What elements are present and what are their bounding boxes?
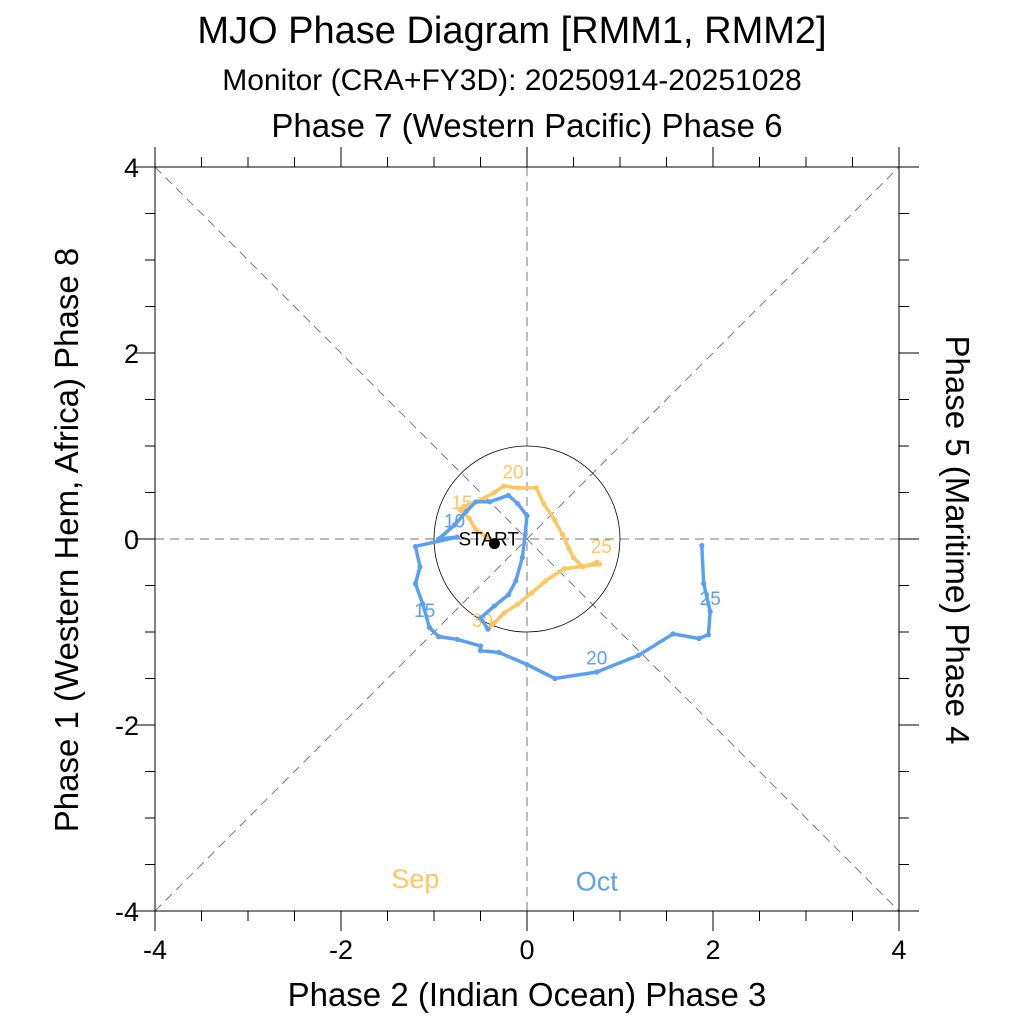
day-label: 15 — [414, 601, 435, 622]
day-point — [412, 581, 418, 587]
start-label: START — [458, 530, 519, 551]
day-point — [466, 515, 472, 522]
day-point — [436, 536, 442, 542]
day-point — [496, 649, 502, 656]
month-label-oct: Oct — [576, 867, 619, 897]
day-point — [541, 501, 547, 507]
day-point — [477, 648, 484, 654]
day-point — [491, 603, 498, 609]
series-line-oct — [413, 493, 712, 681]
day-point — [529, 590, 535, 596]
axis-ticks — [135, 147, 919, 931]
y-tick-label: 0 — [124, 525, 139, 555]
day-point — [477, 615, 484, 621]
day-point — [477, 643, 484, 649]
day-point — [636, 652, 642, 658]
day-point — [473, 527, 479, 533]
day-point — [559, 531, 565, 537]
day-point — [570, 555, 577, 561]
day-point — [524, 661, 530, 668]
labels-layer: -4 -2 0 2 4 -4 -2 0 2 4 START Sep Oct — [115, 153, 907, 965]
x-tick-label: 0 — [519, 935, 534, 965]
day-point — [701, 581, 707, 587]
day-label: 20 — [502, 462, 523, 483]
day-label: 10 — [444, 512, 465, 533]
day-point — [491, 620, 498, 626]
chart-title: MJO Phase Diagram [RMM1, RMM2] — [197, 10, 826, 52]
x-tick-label: -2 — [329, 935, 353, 965]
day-point — [461, 503, 467, 510]
y-tick-label: -2 — [115, 711, 139, 741]
day-point — [561, 566, 567, 572]
day-point — [543, 578, 549, 584]
day-point — [522, 531, 528, 537]
day-point — [426, 624, 432, 630]
day-point — [670, 631, 676, 637]
day-point — [463, 508, 470, 514]
unit-circle — [433, 445, 621, 633]
day-point — [707, 608, 713, 615]
y-tick-label: 4 — [124, 153, 139, 183]
day-point — [515, 485, 521, 491]
day-point — [473, 499, 479, 505]
day-point — [491, 489, 498, 496]
day-point — [513, 578, 519, 584]
series-line-sep — [458, 484, 602, 631]
month-label-sep: Sep — [391, 864, 439, 894]
day-label: 20 — [586, 648, 607, 669]
day-point — [505, 492, 511, 498]
guide-lines — [154, 166, 900, 912]
day-point — [596, 561, 603, 567]
y-tick-label: -4 — [115, 897, 139, 927]
day-label: 25 — [591, 537, 612, 558]
day-point — [515, 601, 521, 607]
day-point — [515, 501, 521, 507]
day-point — [705, 632, 711, 638]
x-tick-label: 4 — [891, 935, 906, 965]
x-axis-label: Phase 2 (Indian Ocean) Phase 3 — [288, 976, 767, 1013]
day-point — [505, 592, 511, 598]
day-point — [485, 626, 491, 632]
day-label: 25 — [700, 589, 721, 610]
day-point — [412, 543, 418, 550]
day-point — [580, 564, 586, 570]
day-point — [594, 669, 600, 675]
day-point — [420, 601, 426, 607]
day-point — [436, 634, 442, 640]
day-point — [699, 542, 705, 549]
y-tick-label: 2 — [124, 339, 139, 369]
day-point — [417, 564, 423, 570]
day-point — [552, 675, 558, 682]
x-tick-label: 2 — [705, 935, 720, 965]
day-point — [487, 499, 493, 505]
day-point — [501, 610, 507, 617]
day-point — [519, 555, 525, 561]
series-oct: 10 15 20 25 — [412, 492, 721, 682]
x-tick-label: -4 — [143, 935, 167, 965]
start-marker — [488, 538, 500, 550]
day-point — [501, 483, 507, 489]
day-point — [566, 545, 572, 551]
day-point — [457, 506, 463, 512]
right-phase-label: Phase 5 (Maritime) Phase 4 — [939, 335, 976, 744]
day-point — [451, 522, 458, 528]
day-point — [454, 636, 460, 643]
day-point — [454, 534, 460, 540]
day-point — [696, 635, 702, 642]
day-point — [552, 517, 558, 524]
day-point — [533, 485, 539, 491]
day-point — [524, 513, 530, 519]
guide-diagonal-down — [154, 166, 900, 912]
y-axis-label: Phase 1 (Western Hem, Africa) Phase 8 — [48, 248, 85, 832]
top-phase-label: Phase 7 (Western Pacific) Phase 6 — [271, 107, 782, 144]
chart-subtitle: Monitor (CRA+FY3D): 20250914-20251028 — [222, 64, 802, 97]
